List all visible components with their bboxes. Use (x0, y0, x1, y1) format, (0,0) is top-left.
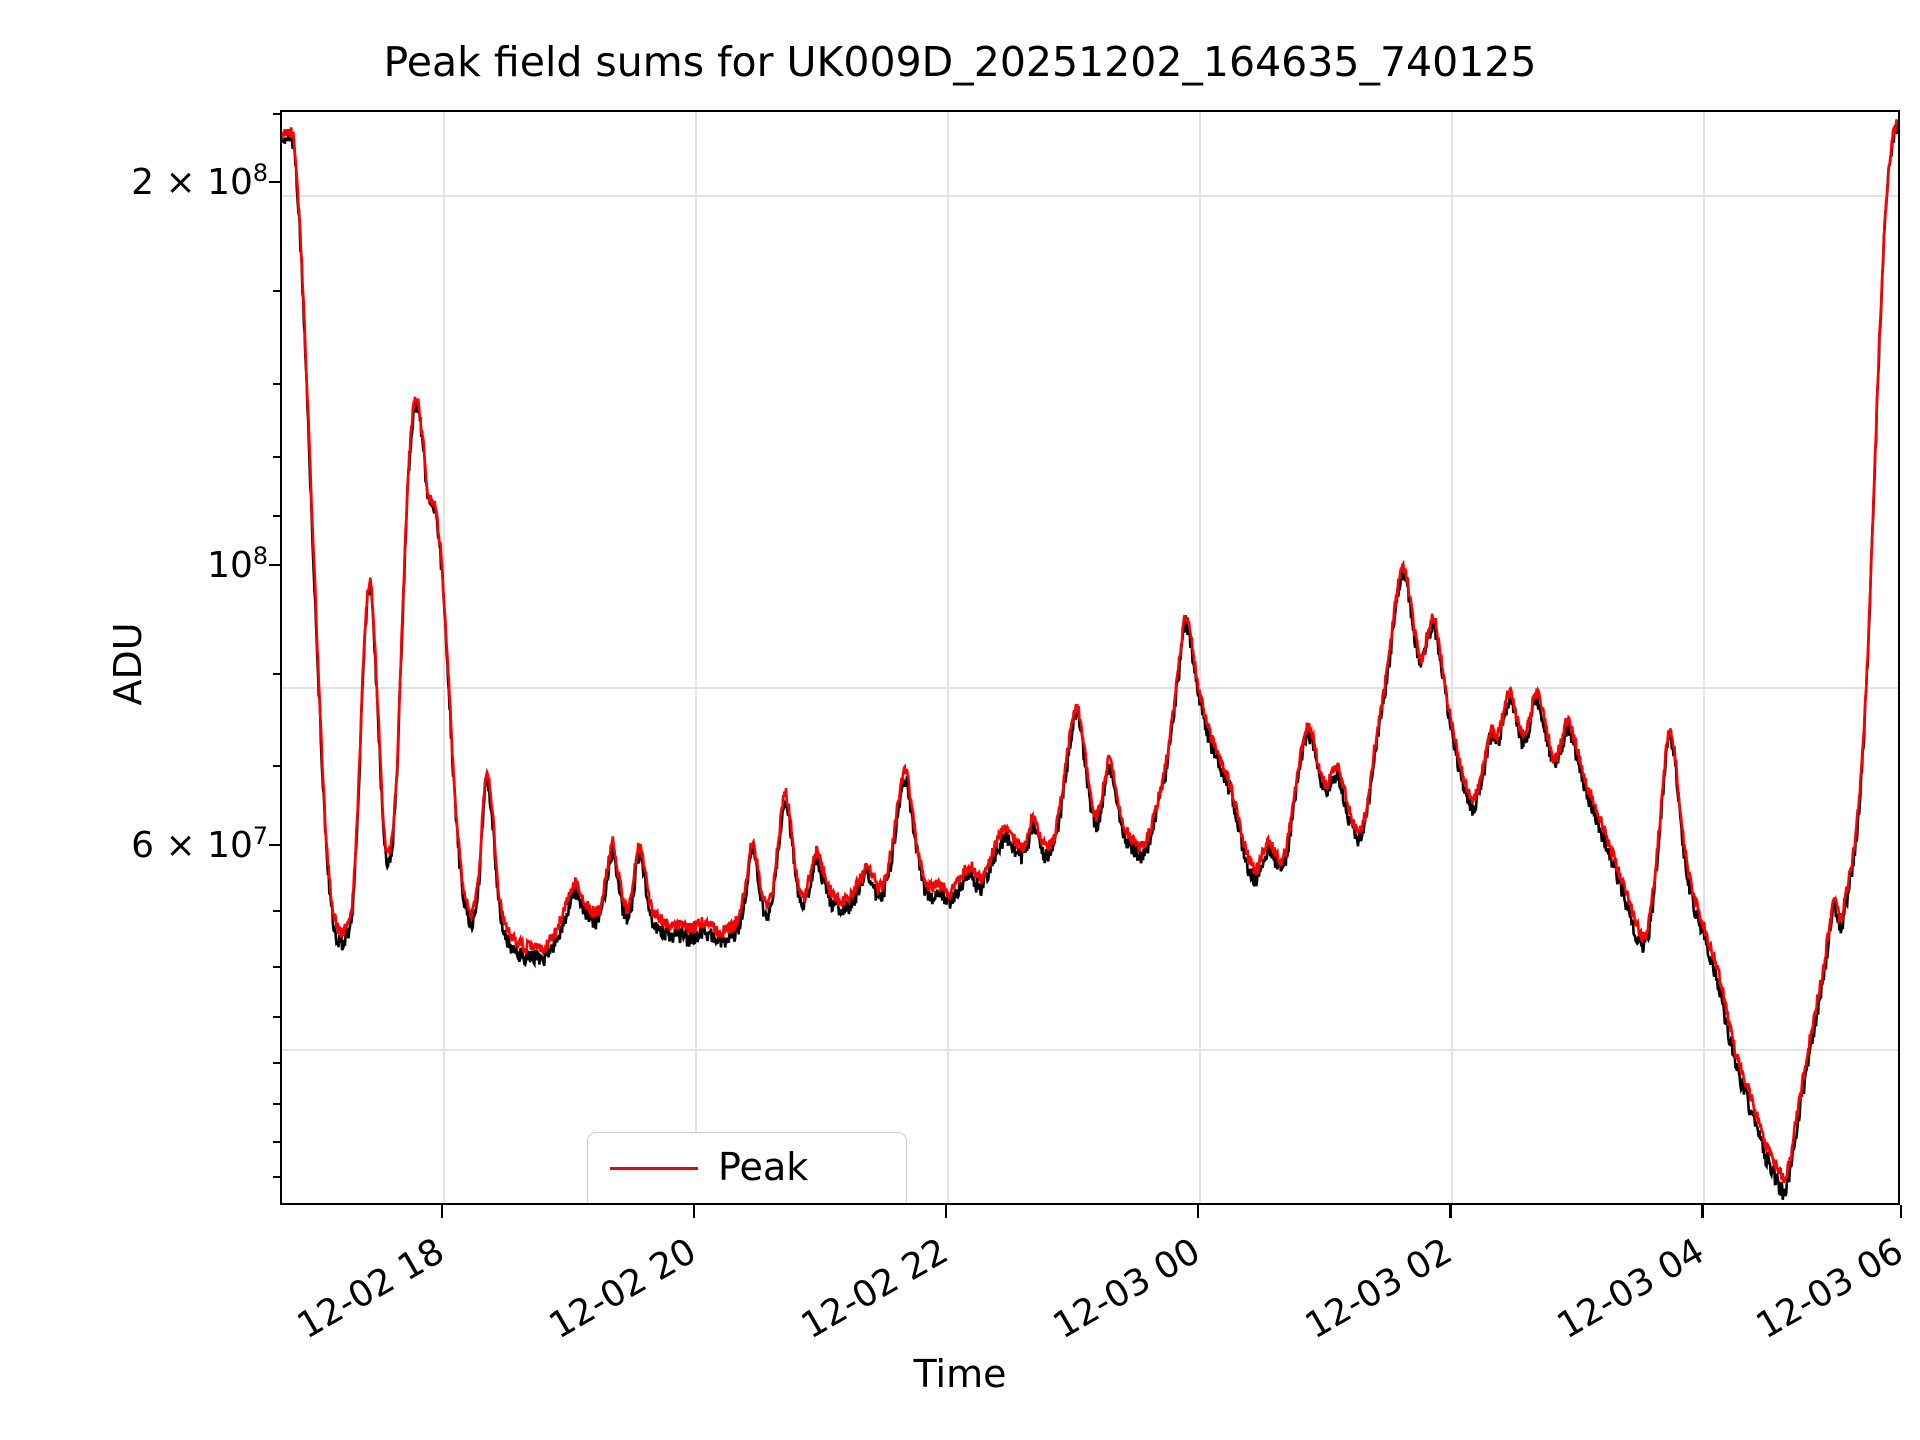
x-tickmark (1701, 1205, 1704, 1218)
y-minor-tickmark-8 (273, 910, 280, 913)
gridline-vertical (947, 112, 950, 1203)
gridline-vertical (1199, 112, 1202, 1203)
x-tickmark (1900, 1205, 1903, 1218)
x-tickmark (1197, 1205, 1200, 1218)
y-minor-tickmark-7 (273, 765, 280, 768)
y-minor-tickmark-11 (273, 1062, 280, 1065)
gridline-vertical (1703, 112, 1706, 1203)
legend-label-peak: Peak (718, 1145, 809, 1189)
y-tickmark-1e8 (269, 564, 280, 567)
legend-item-average[interactable]: Average (588, 1203, 906, 1205)
y-minor-tickmark-6 (273, 673, 280, 676)
y-minor-tickmark-9 (273, 966, 280, 969)
gridline-horizontal (282, 686, 1898, 689)
y-minor-tickmark-5 (273, 515, 280, 518)
x-axis-label: Time (913, 1352, 1007, 1396)
y-minor-tickmark-1 (273, 113, 280, 116)
y-axis-label: ADU (106, 622, 150, 706)
chart-legend[interactable]: Peak Average (587, 1132, 907, 1205)
gridline-horizontal (282, 1048, 1898, 1051)
y-tickmark-6e7 (269, 844, 280, 847)
y-tickmark-2e8 (269, 181, 280, 184)
gridline-vertical (695, 112, 698, 1203)
y-minor-tickmark-12 (273, 1103, 280, 1106)
legend-item-peak[interactable]: Peak (588, 1137, 906, 1199)
average-series-line (282, 124, 1898, 1200)
y-minor-tickmark-14 (273, 1176, 280, 1179)
peak-series-line (282, 119, 1898, 1182)
gridline-vertical (442, 112, 445, 1203)
y-minor-tickmark-4 (273, 456, 280, 459)
x-tickmark (945, 1205, 948, 1218)
x-tickmark (1449, 1205, 1452, 1218)
y-minor-tickmark-10 (273, 1016, 280, 1019)
y-tick-label-2e8: 2 × 108 (131, 159, 268, 203)
y-minor-tickmark-2 (273, 290, 280, 293)
y-minor-tickmark-13 (273, 1141, 280, 1144)
series-layer (282, 112, 1898, 1203)
legend-swatch-peak (610, 1167, 698, 1171)
x-tickmark (693, 1205, 696, 1218)
y-tick-label-1e8: 108 (207, 542, 268, 586)
y-tick-label-6e7: 6 × 107 (131, 822, 268, 866)
chart-title: Peak field sums for UK009D_20251202_1646… (383, 38, 1537, 86)
plot-area: Peak Average (280, 110, 1900, 1205)
gridline-vertical (1451, 112, 1454, 1203)
y-minor-tickmark-3 (273, 383, 280, 386)
gridline-horizontal (282, 195, 1898, 198)
x-tickmark (440, 1205, 444, 1218)
